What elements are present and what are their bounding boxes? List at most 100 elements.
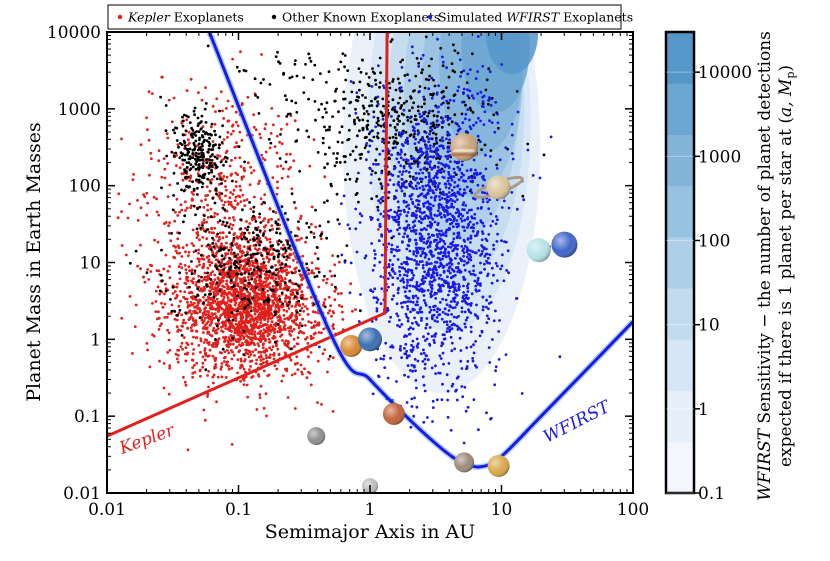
data-point bbox=[256, 293, 260, 296]
data-point bbox=[411, 339, 415, 343]
data-point bbox=[381, 137, 385, 141]
data-point bbox=[254, 220, 258, 223]
data-point bbox=[423, 98, 426, 101]
data-point bbox=[216, 302, 219, 306]
data-point bbox=[404, 300, 407, 304]
data-point bbox=[247, 259, 251, 262]
data-point bbox=[406, 319, 410, 323]
data-point bbox=[388, 81, 391, 85]
data-point bbox=[230, 366, 234, 370]
data-point bbox=[204, 86, 207, 89]
data-point bbox=[287, 246, 290, 250]
data-point bbox=[243, 231, 247, 235]
data-point bbox=[318, 224, 322, 228]
data-point bbox=[387, 285, 390, 289]
data-point bbox=[253, 303, 257, 307]
data-point bbox=[338, 131, 342, 134]
data-point bbox=[238, 285, 242, 289]
data-point bbox=[157, 310, 160, 314]
data-point bbox=[297, 326, 301, 330]
data-point bbox=[435, 139, 438, 143]
data-point bbox=[506, 249, 510, 253]
data-point bbox=[292, 259, 295, 262]
data-point bbox=[469, 255, 472, 259]
data-point bbox=[279, 316, 282, 320]
data-point bbox=[200, 257, 204, 261]
data-point bbox=[294, 282, 298, 286]
data-point bbox=[253, 354, 256, 357]
data-point bbox=[206, 374, 210, 377]
data-point bbox=[465, 255, 469, 259]
data-point bbox=[476, 231, 479, 235]
data-point bbox=[201, 361, 205, 365]
data-point bbox=[289, 292, 293, 296]
data-point bbox=[421, 252, 424, 255]
data-point bbox=[419, 221, 423, 225]
data-point bbox=[450, 202, 454, 206]
data-point bbox=[284, 300, 287, 303]
data-point bbox=[391, 98, 395, 102]
data-point bbox=[326, 199, 329, 203]
data-point bbox=[415, 260, 419, 263]
data-point bbox=[160, 322, 163, 326]
data-point bbox=[211, 270, 215, 273]
data-point bbox=[251, 350, 255, 353]
data-point bbox=[188, 185, 191, 189]
data-point bbox=[187, 157, 191, 161]
data-point bbox=[495, 240, 499, 243]
data-point bbox=[414, 294, 418, 298]
data-point bbox=[263, 127, 267, 131]
data-point bbox=[398, 226, 402, 230]
data-point bbox=[270, 253, 273, 257]
data-point bbox=[293, 295, 297, 298]
data-point bbox=[408, 249, 412, 253]
data-point bbox=[426, 358, 430, 362]
data-point bbox=[305, 336, 309, 339]
data-point bbox=[410, 45, 414, 49]
data-point bbox=[500, 239, 503, 243]
data-point bbox=[182, 318, 186, 322]
data-point bbox=[246, 161, 250, 165]
data-point bbox=[377, 64, 380, 68]
data-point bbox=[224, 304, 228, 307]
data-point bbox=[117, 192, 121, 196]
data-point bbox=[461, 395, 465, 399]
data-point bbox=[400, 112, 404, 116]
data-point bbox=[445, 198, 449, 202]
data-point bbox=[207, 171, 211, 175]
data-point bbox=[210, 164, 214, 168]
data-point bbox=[198, 369, 202, 373]
data-point bbox=[345, 244, 349, 248]
data-point bbox=[235, 277, 238, 280]
data-point bbox=[489, 104, 493, 107]
data-point bbox=[453, 200, 457, 204]
data-point bbox=[222, 163, 225, 167]
data-point bbox=[464, 117, 467, 121]
data-point bbox=[293, 372, 297, 375]
data-point bbox=[398, 347, 402, 351]
data-point bbox=[207, 330, 211, 334]
data-point bbox=[163, 292, 166, 296]
data-point bbox=[450, 178, 454, 182]
data-point bbox=[253, 247, 257, 251]
data-point bbox=[489, 212, 493, 216]
data-point bbox=[431, 406, 435, 409]
data-point bbox=[175, 296, 178, 299]
data-point bbox=[252, 341, 256, 345]
data-point bbox=[436, 221, 440, 225]
data-point bbox=[412, 414, 416, 418]
data-point bbox=[392, 235, 395, 238]
data-point bbox=[335, 157, 339, 160]
data-point bbox=[329, 304, 332, 308]
data-point bbox=[407, 239, 411, 243]
data-point bbox=[434, 188, 438, 192]
data-point bbox=[183, 113, 186, 117]
data-point bbox=[393, 215, 397, 219]
data-point bbox=[422, 95, 426, 99]
data-point bbox=[195, 330, 199, 333]
data-point bbox=[414, 114, 417, 118]
data-point bbox=[224, 311, 228, 315]
data-point bbox=[285, 98, 288, 102]
data-point bbox=[387, 141, 391, 144]
data-point bbox=[209, 248, 213, 252]
